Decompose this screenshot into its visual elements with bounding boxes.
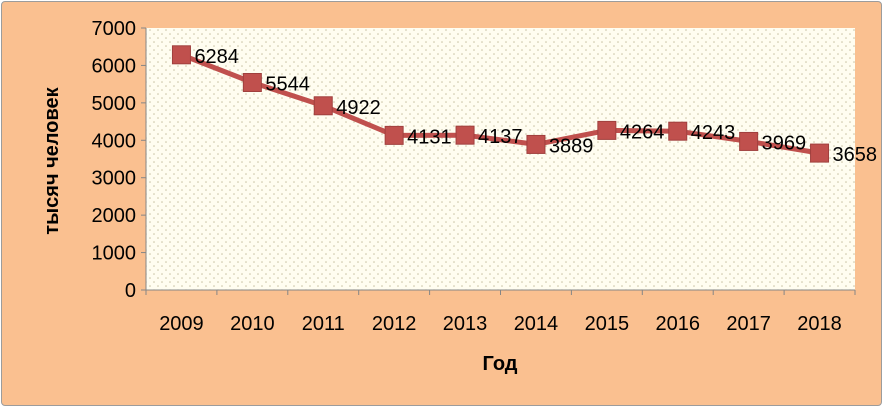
data-label: 4922 [336, 97, 381, 119]
data-label: 5544 [265, 73, 310, 95]
data-point-marker [384, 125, 404, 145]
data-point-marker [597, 120, 617, 140]
y-tick-label: 0 [125, 280, 136, 302]
data-label: 3969 [762, 132, 807, 154]
data-point-marker [242, 72, 262, 92]
y-axis-title: тысяч человек [41, 86, 63, 234]
x-tick-label: 2016 [656, 313, 701, 335]
data-label: 4264 [620, 121, 665, 143]
y-tick-label: 2000 [92, 205, 137, 227]
y-tick-label: 6000 [92, 55, 137, 77]
plot-area [146, 28, 855, 290]
data-label: 4137 [478, 126, 523, 148]
data-point-marker [313, 96, 333, 116]
x-tick-label: 2011 [302, 313, 345, 335]
y-axis: 0 1000 2000 3000 4000 5000 6000 7000 [92, 18, 147, 302]
data-label: 6284 [194, 46, 239, 68]
data-label: 3889 [549, 135, 594, 157]
x-tick-label: 2014 [514, 313, 559, 335]
data-point-marker [739, 131, 759, 151]
series-polyline [180, 52, 821, 156]
y-tick-label: 4000 [92, 130, 137, 152]
data-point-marker [668, 121, 688, 141]
x-tick-label: 2018 [797, 313, 842, 335]
y-tick-label: 3000 [92, 168, 137, 190]
y-tick-label: 1000 [92, 243, 137, 265]
x-axis-title: Год [483, 353, 518, 375]
x-tick-label: 2012 [372, 313, 417, 335]
data-point-marker [455, 125, 475, 145]
data-label: 4131 [407, 126, 452, 148]
series-line [171, 45, 830, 163]
y-tick-label: 7000 [92, 18, 137, 40]
x-tick-label: 2017 [726, 313, 771, 335]
x-tick-label: 2015 [585, 313, 630, 335]
x-tick-label: 2010 [230, 313, 275, 335]
data-labels: 6284 5544 4922 4131 4137 3889 4264 4243 3969 3658 [194, 46, 877, 166]
data-point-marker [526, 134, 546, 154]
x-axis: 2009 2010 2011 2012 2013 2014 2015 2016 2017 2018 [145, 289, 856, 335]
x-tick-label: 2009 [159, 313, 204, 335]
x-tick-label: 2013 [443, 313, 488, 335]
y-tick-label: 5000 [92, 93, 137, 115]
data-point-marker [171, 45, 191, 65]
data-label: 4243 [691, 122, 736, 144]
data-point-marker [810, 143, 830, 163]
data-label: 3658 [833, 144, 878, 166]
